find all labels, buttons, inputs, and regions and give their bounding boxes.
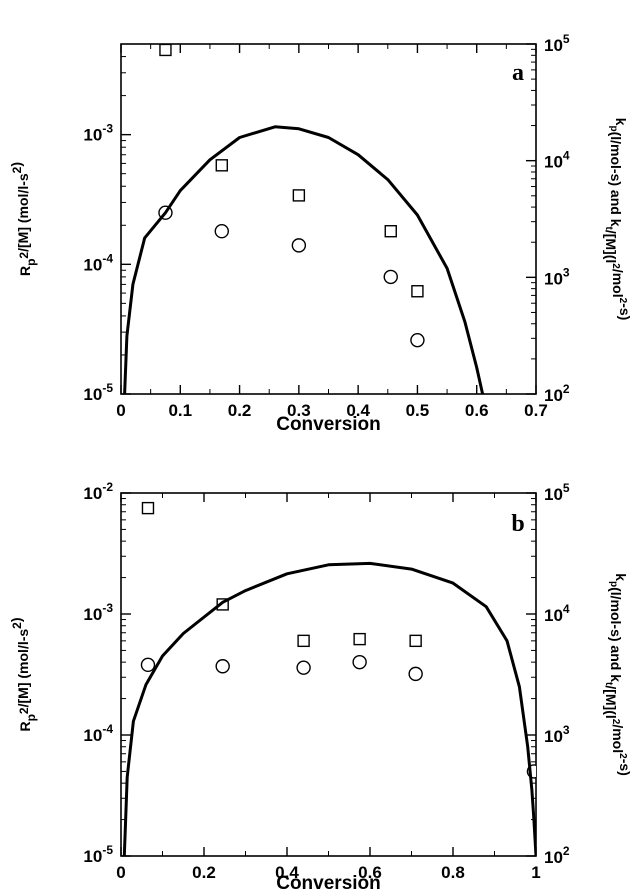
y-right-tick-label: 105 [544,32,570,55]
y-tick-label: 10-4 [83,722,113,745]
x-tick-label: 0.2 [192,863,216,882]
series-line [122,561,536,856]
x-tick-label: 0.1 [168,401,192,420]
y-tick-label: 10-5 [83,843,113,866]
square-point [411,285,424,298]
y-right-tick-label: 105 [544,481,570,504]
x-tick-label: 0.6 [465,401,489,420]
plot-frame [120,492,537,857]
chart-panel-a: 0 0.1 0.2 0.3 0.4 0.5 0.6 0.7 10-5 10-4 10-3 102 103… [8,32,633,435]
y-axis-title: Rp2/[M] (mol/l-s2) [8,617,38,731]
y-right-tick-label: 104 [544,602,570,625]
x-tick-label: 0.7 [524,401,548,420]
x-axis-title: Conversion [276,873,381,894]
y-right-tick-label: 103 [544,265,570,288]
y-right-axis-title: kp(l/mol-s) and kt/[M](l2/mol2-s) [603,118,633,321]
x-tick-label: 0.8 [441,863,465,882]
y-tick-label: 10-5 [83,381,113,404]
plot-frame [120,43,537,395]
circle-point [215,659,230,674]
y-right-axis-title: kp(l/mol-s) and kt/[M](l2/mol2-s) [603,573,633,776]
square-point [141,501,155,515]
square-point [292,189,306,202]
y-right-tick-label: 104 [544,149,570,172]
x-tick-label: 1 [531,863,540,882]
circle-point [291,238,307,253]
y-right-tick-label: 102 [544,844,570,867]
square-point [409,634,422,648]
square-point [297,634,310,648]
plot-area [122,501,536,856]
circle-point [214,224,229,239]
circle-point [352,654,367,670]
x-tick-label: 0.5 [406,401,430,420]
y-tick-label: 10-3 [83,122,113,145]
chart-panel-b: 0 0.2 0.4 0.6 0.8 1 10-5 10-4 10-3 10-2 102 103 104 1… [8,480,633,894]
panel-label: a [512,60,524,86]
circle-point [410,332,425,348]
series-line [123,125,485,394]
square-point [216,598,229,611]
x-tick-label: 0.6 [358,863,382,882]
plot-area [123,44,485,394]
circle-point [408,666,423,682]
x-tick-label: 0 [116,401,125,420]
y-axis-title: Rp2/[M] (mol/l-s2) [8,162,38,276]
x-tick-label: 0.2 [228,401,252,420]
square-point [215,159,228,172]
x-tick-label: 0.3 [287,401,311,420]
x-tick-label: 0 [116,863,125,882]
y-tick-label: 10-3 [83,601,113,624]
y-right-tick-label: 102 [544,382,570,405]
square-point [384,225,397,238]
square-point [159,44,172,57]
circle-point [140,657,156,673]
panel-label: b [511,511,524,537]
x-axis-title: Conversion [276,414,381,435]
y-tick-label: 10-2 [83,480,113,503]
x-tick-label: 0.4 [275,863,299,882]
circle-point [296,660,311,675]
y-right-tick-label: 103 [544,723,570,746]
circle-point [383,269,398,285]
square-point [353,632,366,646]
x-tick-label: 0.4 [346,401,370,420]
y-tick-label: 10-4 [83,251,113,274]
